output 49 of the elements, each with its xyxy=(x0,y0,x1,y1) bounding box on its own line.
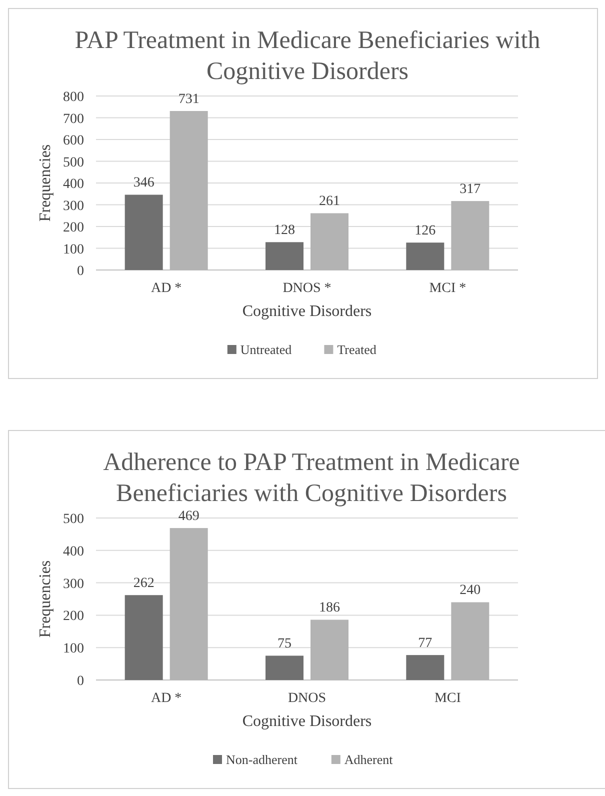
x-tick-label: AD * xyxy=(150,691,182,706)
y-tick-label: 400 xyxy=(63,177,84,192)
x-axis-title: Cognitive Disorders xyxy=(242,303,372,320)
y-tick-label: 100 xyxy=(63,642,84,657)
y-tick-label: 800 xyxy=(63,90,84,105)
x-tick-label: DNOS * xyxy=(282,281,332,296)
y-axis-title: Frequencies xyxy=(37,560,54,638)
legend-label: Adherent xyxy=(344,752,394,767)
y-tick-label: 200 xyxy=(63,609,84,624)
legend-label: Untreated xyxy=(240,342,292,357)
data-label: 75 xyxy=(278,636,292,652)
bar xyxy=(124,194,163,270)
x-tick-label: AD * xyxy=(150,281,182,296)
data-label: 186 xyxy=(319,600,340,616)
y-tick-label: 500 xyxy=(63,512,84,527)
legend-label: Treated xyxy=(337,342,377,357)
bar xyxy=(406,242,444,270)
data-label: 262 xyxy=(133,576,154,592)
bar xyxy=(266,656,304,680)
y-tick-label: 700 xyxy=(63,112,84,127)
data-label: 261 xyxy=(319,194,340,210)
y-tick-label: 0 xyxy=(77,674,84,689)
x-tick-label: MCI xyxy=(434,691,462,706)
bar xyxy=(266,242,304,270)
y-tick-label: 500 xyxy=(63,155,84,170)
y-tick-label: 0 xyxy=(77,264,84,279)
bar xyxy=(124,595,163,680)
chart-title: PAP Treatment in Medicare Beneficiaries with Cognitive Disorders xyxy=(74,27,541,85)
bar xyxy=(406,655,444,680)
data-label: 128 xyxy=(274,223,295,238)
y-axis-title: Frequencies xyxy=(37,144,54,222)
data-label: 346 xyxy=(133,176,154,191)
data-label: 240 xyxy=(460,583,481,598)
data-label: 731 xyxy=(178,92,200,108)
x-axis-title: Cognitive Disorders xyxy=(242,713,372,730)
y-tick-label: 100 xyxy=(63,242,84,258)
data-label: 469 xyxy=(178,509,200,524)
x-tick-label: MCI * xyxy=(429,281,466,296)
data-label: 317 xyxy=(460,182,481,198)
legend-label: Non-adherent xyxy=(226,752,298,767)
data-label: 77 xyxy=(418,636,432,652)
chart-title: Adherence to PAP Treatment in Medicare Beneficiaries with Cognitive Disorders xyxy=(103,449,520,507)
y-tick-label: 400 xyxy=(63,544,84,560)
data-label: 126 xyxy=(414,224,436,239)
y-tick-label: 600 xyxy=(63,134,84,148)
x-tick-label: DNOS xyxy=(288,691,326,706)
y-tick-label: 200 xyxy=(63,220,84,236)
y-tick-label: 300 xyxy=(63,198,84,214)
y-tick-label: 300 xyxy=(63,576,84,592)
